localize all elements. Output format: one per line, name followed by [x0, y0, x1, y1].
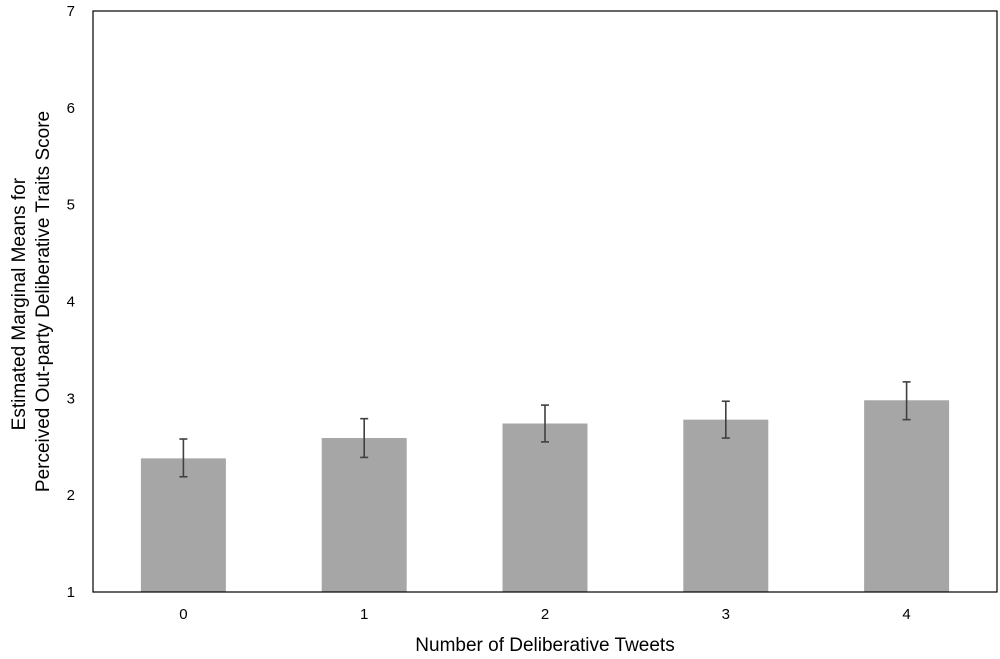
x-tick-label: 1	[360, 606, 368, 623]
plot-area-frame	[92, 10, 998, 593]
bar-2	[502, 423, 588, 592]
error-bar-2	[541, 404, 549, 443]
y-axis-label-line-1: Estimated Marginal Means for	[9, 177, 30, 430]
bar-1	[321, 438, 407, 592]
x-axis-ticks: 0 1 2 3 4	[179, 606, 911, 623]
bar-4	[864, 400, 950, 592]
y-tick-label: 3	[67, 390, 75, 407]
x-axis-label: Number of Deliberative Tweets	[415, 635, 674, 656]
y-axis-ticks: 1 2 3 4 5 6 7	[67, 3, 75, 601]
bars-group	[140, 400, 950, 592]
y-tick-label: 7	[67, 3, 75, 20]
y-axis-label: Estimated Marginal Means for Perceived O…	[9, 111, 54, 492]
error-bar-1	[360, 417, 369, 459]
x-tick-label: 2	[541, 606, 549, 623]
error-bars-group	[179, 381, 911, 478]
y-axis-label-line-2: Perceived Out-party Deliberative Traits …	[33, 111, 54, 492]
error-bar-4	[902, 381, 911, 421]
x-tick-label: 4	[902, 606, 910, 623]
bar-0	[140, 458, 226, 592]
y-tick-label: 1	[67, 584, 75, 601]
bar-3	[683, 419, 769, 592]
error-bar-3	[721, 400, 730, 439]
x-tick-label: 0	[179, 606, 187, 623]
error-bar-0	[179, 438, 188, 478]
x-tick-label: 3	[722, 606, 730, 623]
y-tick-label: 5	[67, 197, 75, 214]
y-tick-label: 6	[67, 100, 75, 117]
y-tick-label: 4	[67, 294, 75, 311]
y-tick-label: 2	[67, 487, 75, 504]
